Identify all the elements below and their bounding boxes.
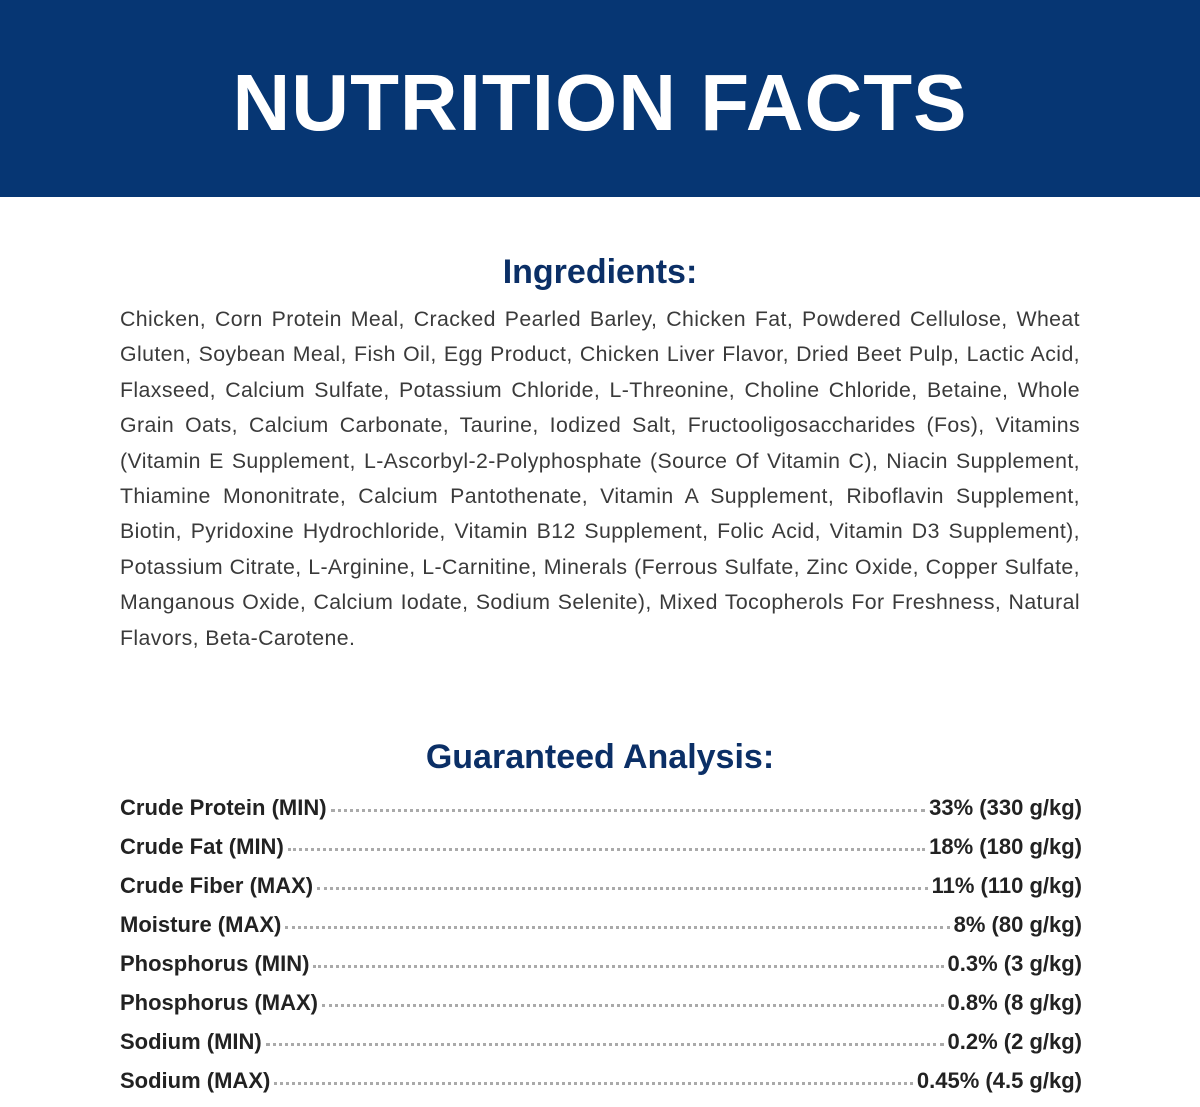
dot-leader — [330, 809, 926, 812]
dot-leader — [285, 926, 950, 929]
nutrient-value: 8% (80 g/kg) — [953, 912, 1082, 937]
nutrient-value: 33% (330 g/kg) — [929, 795, 1082, 820]
analysis-row: Sodium (MIN) 0.2% (2 g/kg) — [120, 1029, 1082, 1068]
nutrient-label: Crude Protein (MIN) — [120, 795, 327, 820]
nutrient-label: Sodium (MAX) — [120, 1068, 271, 1093]
analysis-row: Sodium (MAX) 0.45% (4.5 g/kg) — [120, 1068, 1082, 1107]
analysis-heading: Guaranteed Analysis: — [425, 738, 775, 776]
dot-leader — [265, 1043, 944, 1046]
nutrient-value: 0.45% (4.5 g/kg) — [916, 1068, 1082, 1093]
analysis-list: Crude Protein (MIN) 33% (330 g/kg) Crude F… — [120, 795, 1082, 1107]
dot-leader — [322, 1004, 944, 1007]
nutrient-label: Crude Fat (MIN) — [120, 834, 284, 859]
dot-leader — [313, 965, 944, 968]
nutrient-value: 18% (180 g/kg) — [929, 834, 1082, 859]
analysis-row: Moisture (MAX) 8% (80 g/kg) — [120, 912, 1082, 951]
analysis-row: Crude Fiber (MAX) 11% (110 g/kg) — [120, 873, 1082, 912]
nutrient-label: Phosphorus (MAX) — [120, 990, 318, 1015]
nutrient-label: Moisture (MAX) — [120, 912, 282, 937]
ingredients-text: Chicken, Corn Protein Meal, Cracked Pear… — [120, 307, 1080, 650]
dot-leader — [317, 887, 928, 890]
header-band: NUTRITION FACTS — [0, 0, 1200, 197]
nutrient-label: Phosphorus (MIN) — [120, 951, 310, 976]
nutrient-value: 11% (110 g/kg) — [931, 873, 1082, 898]
nutrient-value: 0.2% (2 g/kg) — [947, 1029, 1082, 1054]
analysis-row: Crude Protein (MIN) 33% (330 g/kg) — [120, 795, 1082, 834]
nutrient-value: 0.3% (3 g/kg) — [947, 951, 1082, 976]
page-title: NUTRITION FACTS — [232, 58, 968, 147]
analysis-row: Phosphorus (MAX) 0.8% (8 g/kg) — [120, 990, 1082, 1029]
dot-leader — [287, 848, 926, 851]
analysis-row: Phosphorus (MIN) 0.3% (3 g/kg) — [120, 951, 1082, 990]
analysis-row: Crude Fat (MIN) 18% (180 g/kg) — [120, 834, 1082, 873]
ingredients-heading: Ingredients: — [502, 253, 698, 291]
nutrient-label: Sodium (MIN) — [120, 1029, 262, 1054]
nutrient-value: 0.8% (8 g/kg) — [947, 990, 1082, 1015]
nutrient-label: Crude Fiber (MAX) — [120, 873, 314, 898]
dot-leader — [274, 1082, 913, 1085]
